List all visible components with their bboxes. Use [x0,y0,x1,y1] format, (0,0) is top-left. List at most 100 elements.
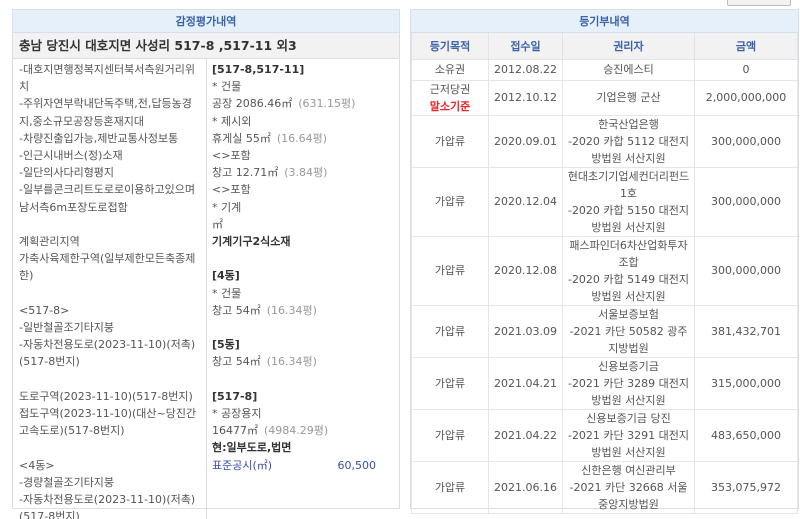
purpose: 가압류 [434,428,466,442]
date-cell: 2021.06.16 [488,460,563,514]
detail-text: * 공장용지 [212,407,262,421]
detail-line: 공장 2086.46㎡ (631.15평) [212,95,394,112]
holder-cell: 현대초기기업세컨더리펀드1호 -2020 카합 5150 대전지방법원 서산지원 [562,166,695,237]
date-cell: 2021.04.22 [488,408,563,462]
detail-line [212,250,394,267]
detail-text: * 건물 [212,80,242,94]
detail-line: 창고 54㎡ (16.34평) [212,302,394,319]
detail-line: * 공장용지 [212,405,394,422]
detail-text: [5동] [212,338,240,352]
detail-text: 창고 54㎡ [212,355,261,369]
detail-line [212,319,394,336]
detail-line: 휴게실 55㎡ (16.64평) [212,130,394,147]
detail-line: * 건물 [212,285,394,302]
detail-pyeong: (631.15평) [298,97,356,111]
holder-cell: 신용보증기금 당진 -2021 카단 3291 대전지방법원 서산지원 [562,408,695,462]
detail-text: * 제시외 [212,114,252,128]
detail-text: [4동] [212,269,240,283]
purpose-cell: 가압류 [411,114,489,168]
purpose: 가압류 [434,264,466,277]
detail-text: <>포함 [212,183,251,197]
amount-cell: 300,000,000 [694,114,798,168]
registry-table: 등기목적 접수일 권리자 금액 소유권 2012.08.22 승진에스티 0 근저당권 말… [411,33,798,514]
date-cell: 2021.03.09 [488,304,563,358]
purpose: 근저당권 [429,82,471,96]
detail-line: <>포함 [212,147,394,164]
purpose-cell: 가압류 [411,356,489,410]
amount-cell: 315,000,000 [694,356,798,410]
detail-line: [517-8,517-11] [212,61,394,78]
detail-line: * 기계 [212,199,394,216]
detail-line: [4동] [212,267,394,284]
detail-line: * 제시외 [212,113,394,130]
date-cell: 2012.10.12 [488,79,563,116]
detail-line: [517-8] [212,388,394,405]
purpose-cell: 가압류 [411,460,489,514]
date-cell: 2020.12.04 [488,166,563,237]
registry-row: 가압류 2020.09.01 한국산업은행 -2020 카합 5112 대전지방법원… [411,114,798,168]
detail-text: <>포함 [212,149,251,163]
detail-text: 16477㎡ [212,424,258,438]
purpose: 가압류 [434,324,466,338]
detail-pyeong: (16.34평) [266,355,317,369]
amount-cell: 353,075,972 [694,460,798,514]
property-details: [517-8,517-11] * 건물 공장 2086.46㎡ (631.15평) * … [207,59,399,519]
public-price-label: 표준공시(㎡) [212,458,273,472]
detail-pyeong: (16.64평) [276,131,328,145]
holder-cell: 신한은행 여신관리부 -2021 카단 32668 서울중앙지방법원 [562,460,695,514]
date-cell: 2020.12.08 [488,235,563,306]
detail-text: * 기계 [212,200,242,214]
amount-cell: 381,432,701 [694,304,798,358]
amount-cell: 2,000,000,000 [694,79,798,116]
purpose-cell: 가압류 [411,235,489,306]
purpose-cell: 가압류 [411,166,489,237]
detail-text: 창고 12.71㎡ [212,166,279,180]
registry-row: 소유권 2012.08.22 승진에스티 0 [411,58,798,81]
detail-line: 16477㎡ (4984.29평) [212,422,394,439]
detail-line [212,371,394,388]
purpose: 가압류 [434,376,466,390]
registry-row: 가압류 2021.04.22 신용보증기금 당진 -2021 카단 3291 대전지… [411,408,798,462]
holder-cell: 패스파인더6차산업화투자조합 -2020 카합 5149 대전지방법원 서산지원 [562,235,695,306]
registry-row: 가압류 2020.12.04 현대초기기업세컨더리펀드1호 -2020 카합 515… [411,166,798,237]
detail-pyeong: (3.84평) [284,166,328,180]
detail-text: 현:일부도로,법면 [212,441,292,455]
registry-row: 가압류 2021.03.09 서울보증보험 -2021 카단 50582 광주지방법… [411,304,798,358]
detail-text: [517-8] [212,389,258,403]
header-purpose: 등기목적 [411,33,489,60]
detail-pyeong: (16.34평) [266,303,317,317]
appraisal-title: 감정평가내역 [13,10,399,33]
header-date: 접수일 [488,33,563,60]
detail-line: [5동] [212,336,394,353]
holder-cell: 신용보증기금 -2021 카단 3289 대전지방법원 서산지원 [562,356,695,410]
registry-row: 가압류 2021.04.21 신용보증기금 -2021 카단 3289 대전지방법원… [411,356,798,410]
property-address: 충남 당진시 대호지면 사성리 517-8 ,517-11 외3 [13,33,399,59]
date-cell: 2020.09.01 [488,114,563,168]
property-description: -대호지면행정복지센터북서측원거리위치 -주위자연부락내단독주택,전,답등농경지… [13,59,207,519]
detail-line: 기계기구2식소재 [212,233,394,250]
public-price-value: 60,500 [337,458,377,472]
purpose: 가압류 [434,134,466,148]
purpose-cell: 가압류 [411,304,489,358]
detail-text: 휴게실 55㎡ [212,131,271,145]
amount-cell: 483,650,000 [694,408,798,462]
detail-text: 창고 54㎡ [212,303,261,317]
detail-text: 공장 2086.46㎡ [212,97,293,111]
amount-cell: 0 [694,58,798,81]
registry-title: 등기부내역 [411,10,798,33]
registry-panel: 등기부내역 등기목적 접수일 권리자 금액 소유권 2012.08.22 승진에스티… [410,9,799,514]
registry-row: 가압류 2021.06.16 신한은행 여신관리부 -2021 카단 32668 서… [411,460,798,514]
top-button[interactable] [727,0,791,6]
detail-pyeong: (4984.29평) [264,424,329,438]
public-price: 표준공시(㎡) 60,500 [212,457,394,474]
holder-cell: 승진에스티 [562,58,695,81]
detail-line: 창고 54㎡ (16.34평) [212,353,394,370]
detail-line: * 건물 [212,78,394,95]
detail-text: * 건물 [212,286,242,300]
baseline-badge: 말소기준 [429,99,471,113]
date-cell: 2021.04.21 [488,356,563,410]
date-cell: 2012.08.22 [488,58,563,81]
holder-cell: 한국산업은행 -2020 카합 5112 대전지방법원 서산지원 [562,114,695,168]
holder-cell: 기업은행 군산 [562,79,695,116]
purpose: 소유권 [434,63,466,76]
